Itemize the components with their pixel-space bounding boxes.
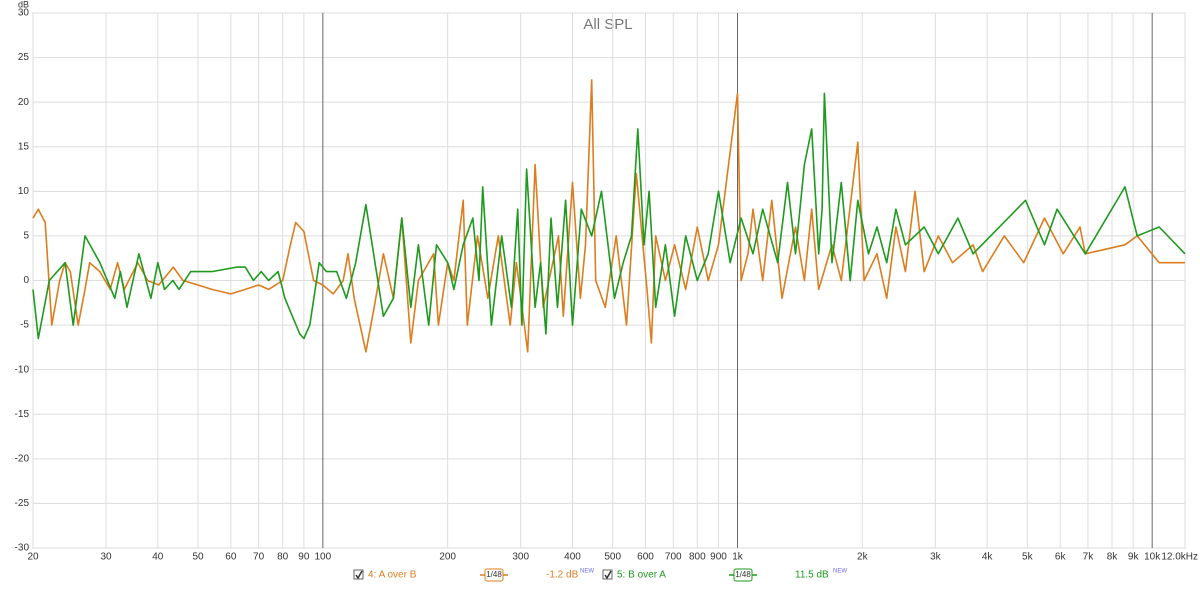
y-tick-label: 10 xyxy=(18,186,30,197)
x-tick-label: 80 xyxy=(277,552,289,563)
x-tick-label: 50 xyxy=(192,552,204,563)
legend-check xyxy=(604,570,612,580)
x-tick-label: 1k xyxy=(732,552,744,563)
x-tick-label: 3k xyxy=(930,552,942,563)
x-tick-label: 400 xyxy=(564,552,581,563)
x-tick-label: 2k xyxy=(857,552,869,563)
x-tick-label: 300 xyxy=(512,552,529,563)
x-tick-label: 8k xyxy=(1107,552,1119,563)
y-axis-label: dB xyxy=(18,0,29,9)
legend-name: 4: A over B xyxy=(368,570,417,581)
y-tick-label: 30 xyxy=(18,8,30,19)
chart-title: All SPL xyxy=(583,16,632,33)
legend-offset: -1.2 dB xyxy=(546,570,579,581)
x-tick-label: 200 xyxy=(439,552,456,563)
y-tick-label: -5 xyxy=(20,320,29,331)
x-tick-label: 10k xyxy=(1144,552,1161,563)
legend-badge: NEW xyxy=(833,569,847,575)
x-tick-label: 9k xyxy=(1128,552,1140,563)
x-tick-label: 70 xyxy=(253,552,265,563)
y-tick-label: 0 xyxy=(23,275,29,286)
x-tick-label: 12.0kHz xyxy=(1161,552,1198,563)
x-tick-label: 40 xyxy=(152,552,164,563)
legend-check xyxy=(355,570,363,580)
y-tick-label: -30 xyxy=(15,543,30,554)
x-tick-label: 60 xyxy=(225,552,237,563)
x-tick-label: 100 xyxy=(314,552,331,563)
legend-offset: 11.5 dB xyxy=(795,570,829,581)
legend-smoothing-box xyxy=(484,568,504,582)
series-line xyxy=(32,92,1186,340)
legend-smoothing-box xyxy=(733,568,753,582)
y-tick-label: -20 xyxy=(15,453,30,464)
y-tick-label: 20 xyxy=(18,97,30,108)
x-tick-label: 7k xyxy=(1083,552,1095,563)
x-tick-label: 800 xyxy=(689,552,706,563)
y-tick-label: -10 xyxy=(15,364,30,375)
legend-smoothing: 1/48 xyxy=(735,570,751,579)
x-tick-label: 4k xyxy=(982,552,994,563)
legend-badge: NEW xyxy=(580,569,594,575)
legend-smoothing: 1/48 xyxy=(486,570,502,579)
x-tick-label: 5k xyxy=(1022,552,1034,563)
x-tick-label: 500 xyxy=(604,552,621,563)
y-tick-label: 15 xyxy=(18,141,30,152)
x-tick-label: 20 xyxy=(27,552,39,563)
legend-name: 5: B over A xyxy=(617,570,666,581)
x-tick-label: 90 xyxy=(298,552,310,563)
x-tick-label: 900 xyxy=(710,552,727,563)
y-tick-label: -25 xyxy=(15,498,30,509)
y-tick-label: -15 xyxy=(15,409,30,420)
y-tick-label: 25 xyxy=(18,52,30,63)
legend-checkbox xyxy=(353,569,364,580)
y-tick-label: 5 xyxy=(23,231,29,242)
x-tick-label: 6k xyxy=(1055,552,1067,563)
x-tick-label: 600 xyxy=(637,552,654,563)
x-tick-label: 700 xyxy=(665,552,682,563)
legend-checkbox xyxy=(602,569,613,580)
x-tick-label: 30 xyxy=(100,552,112,563)
